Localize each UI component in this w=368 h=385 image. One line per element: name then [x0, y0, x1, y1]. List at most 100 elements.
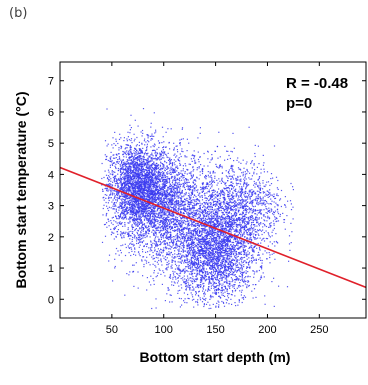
- scatter-point: [142, 169, 144, 171]
- scatter-point: [119, 221, 121, 223]
- scatter-point: [156, 251, 158, 253]
- scatter-point: [136, 190, 138, 192]
- scatter-point: [113, 205, 115, 207]
- scatter-point: [117, 159, 119, 161]
- scatter-point: [218, 304, 220, 306]
- scatter-point: [147, 210, 149, 212]
- scatter-point: [176, 190, 178, 192]
- scatter-point: [143, 179, 145, 181]
- scatter-point: [139, 211, 141, 213]
- scatter-point: [118, 191, 120, 193]
- scatter-point: [186, 150, 188, 152]
- scatter-point: [144, 181, 146, 183]
- scatter-point: [115, 166, 117, 169]
- scatter-point: [186, 213, 188, 215]
- scatter-point: [149, 223, 152, 225]
- scatter-point: [119, 216, 121, 218]
- scatter-point: [158, 207, 160, 209]
- scatter-point: [113, 228, 116, 230]
- scatter-point: [143, 189, 145, 191]
- scatter-point: [170, 294, 172, 296]
- scatter-point: [129, 151, 131, 153]
- scatter-point: [164, 176, 166, 179]
- scatter-point: [124, 190, 126, 192]
- scatter-point: [179, 142, 181, 144]
- scatter-point: [139, 160, 141, 162]
- scatter-point: [207, 212, 209, 215]
- scatter-point: [126, 202, 128, 204]
- scatter-point: [125, 210, 127, 212]
- scatter-point: [165, 207, 167, 209]
- scatter-point: [130, 114, 132, 116]
- scatter-point: [144, 192, 146, 194]
- scatter-point: [138, 241, 140, 244]
- scatter-point: [138, 182, 141, 184]
- scatter-point: [105, 201, 107, 204]
- scatter-point: [146, 236, 148, 238]
- scatter-point: [147, 163, 149, 165]
- scatter-point: [186, 257, 188, 260]
- scatter-point: [189, 178, 192, 180]
- scatter-point: [131, 217, 133, 219]
- scatter-point: [141, 203, 143, 206]
- scatter-point: [186, 185, 188, 187]
- scatter-point: [186, 220, 189, 222]
- scatter-point: [154, 132, 156, 134]
- scatter-point: [112, 223, 114, 226]
- scatter-point: [124, 186, 126, 188]
- scatter-point: [140, 217, 142, 219]
- scatter-point: [114, 171, 116, 173]
- scatter-point: [123, 236, 125, 239]
- scatter-point: [150, 183, 152, 186]
- scatter-point: [112, 205, 114, 207]
- scatter-point: [238, 252, 241, 254]
- scatter-point: [163, 237, 165, 239]
- scatter-point: [109, 173, 111, 175]
- scatter-point: [122, 193, 124, 195]
- scatter-point: [153, 210, 155, 212]
- scatter-point: [141, 213, 143, 215]
- scatter-point: [187, 200, 189, 202]
- scatter-point: [141, 178, 143, 180]
- scatter-point: [123, 216, 125, 219]
- scatter-point: [172, 221, 174, 223]
- scatter-point: [133, 218, 135, 220]
- scatter-point: [156, 219, 158, 221]
- scatter-point: [147, 180, 149, 182]
- scatter-point: [164, 151, 166, 153]
- scatter-point: [147, 200, 149, 202]
- scatter-point: [124, 169, 126, 171]
- scatter-point: [122, 206, 124, 209]
- scatter-point: [207, 255, 209, 257]
- scatter-point: [160, 217, 162, 219]
- scatter-point: [137, 200, 139, 202]
- scatter-point: [179, 238, 182, 240]
- scatter-point: [135, 162, 137, 164]
- scatter-point: [173, 208, 175, 210]
- scatter-point: [128, 139, 130, 141]
- scatter-point: [122, 164, 124, 166]
- scatter-point: [209, 212, 211, 214]
- scatter-point: [131, 188, 133, 190]
- scatter-point: [124, 223, 126, 226]
- scatter-point: [161, 186, 163, 188]
- scatter-point: [167, 152, 169, 154]
- scatter-point: [132, 194, 134, 196]
- scatter-point: [214, 190, 216, 192]
- scatter-point: [144, 187, 146, 189]
- scatter-point: [228, 255, 230, 257]
- scatter-point: [115, 215, 117, 217]
- scatter-point: [135, 175, 137, 177]
- scatter-point: [195, 214, 197, 216]
- scatter-point: [159, 154, 161, 156]
- scatter-point: [149, 135, 151, 137]
- scatter-point: [116, 200, 118, 202]
- scatter-point: [147, 192, 149, 194]
- scatter-point: [151, 176, 153, 178]
- scatter-point: [161, 201, 163, 203]
- scatter-point: [147, 184, 149, 186]
- scatter-point: [148, 207, 150, 209]
- scatter-point: [129, 208, 131, 210]
- scatter-point: [154, 190, 156, 192]
- scatter-point: [192, 170, 194, 172]
